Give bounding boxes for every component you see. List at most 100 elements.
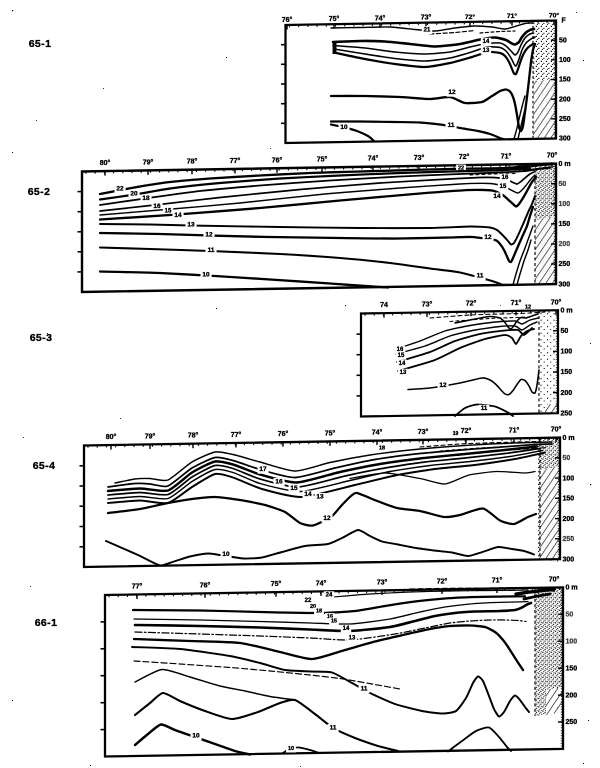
svg-text:15: 15 bbox=[398, 353, 405, 359]
svg-text:14: 14 bbox=[493, 193, 501, 200]
svg-text:200: 200 bbox=[559, 96, 571, 103]
svg-text:16: 16 bbox=[153, 203, 161, 210]
svg-text:70°: 70° bbox=[547, 152, 558, 160]
svg-text:100: 100 bbox=[563, 475, 575, 482]
svg-text:13: 13 bbox=[483, 48, 490, 54]
svg-text:11: 11 bbox=[448, 122, 455, 129]
svg-text:200: 200 bbox=[563, 516, 575, 523]
svg-text:18: 18 bbox=[316, 609, 322, 615]
svg-text:10: 10 bbox=[192, 733, 200, 740]
svg-text:24: 24 bbox=[326, 593, 333, 599]
svg-text:78°: 78° bbox=[187, 158, 198, 166]
svg-text:15: 15 bbox=[165, 209, 172, 215]
svg-text:150: 150 bbox=[559, 77, 571, 84]
svg-text:250: 250 bbox=[566, 719, 578, 726]
svg-text:74°: 74° bbox=[368, 155, 379, 163]
svg-text:300: 300 bbox=[559, 136, 571, 143]
svg-text:0 m: 0 m bbox=[561, 307, 573, 314]
svg-text:300: 300 bbox=[559, 281, 571, 288]
svg-text:71°: 71° bbox=[511, 299, 522, 307]
svg-text:12: 12 bbox=[323, 515, 331, 522]
svg-text:200: 200 bbox=[559, 241, 571, 248]
svg-text:76°: 76° bbox=[272, 156, 283, 164]
svg-text:17: 17 bbox=[259, 466, 267, 473]
svg-text:77°: 77° bbox=[230, 157, 241, 165]
svg-text:22: 22 bbox=[116, 186, 124, 193]
svg-text:20: 20 bbox=[310, 604, 316, 610]
svg-text:74°: 74° bbox=[375, 14, 386, 22]
svg-text:74: 74 bbox=[380, 302, 388, 309]
svg-text:22: 22 bbox=[305, 598, 312, 604]
svg-text:15: 15 bbox=[331, 619, 337, 625]
svg-text:50: 50 bbox=[559, 37, 567, 44]
svg-text:75°: 75° bbox=[271, 580, 282, 588]
svg-text:70°: 70° bbox=[549, 12, 560, 20]
svg-text:66-1: 66-1 bbox=[35, 617, 58, 629]
svg-text:22: 22 bbox=[458, 166, 464, 172]
svg-text:77°: 77° bbox=[132, 583, 143, 591]
svg-text:14: 14 bbox=[343, 626, 350, 632]
svg-text:71°: 71° bbox=[501, 153, 512, 161]
svg-text:20: 20 bbox=[130, 191, 138, 198]
svg-text:74°: 74° bbox=[372, 429, 383, 437]
svg-text:65-3: 65-3 bbox=[30, 332, 53, 344]
svg-text:71°: 71° bbox=[509, 426, 520, 434]
svg-text:50: 50 bbox=[561, 328, 569, 335]
svg-text:11: 11 bbox=[477, 273, 484, 280]
svg-text:13: 13 bbox=[400, 370, 407, 376]
svg-text:10: 10 bbox=[340, 124, 348, 131]
svg-text:12: 12 bbox=[484, 234, 492, 241]
svg-text:72°: 72° bbox=[465, 13, 476, 21]
svg-text:16: 16 bbox=[275, 479, 283, 486]
svg-text:10: 10 bbox=[222, 551, 230, 558]
svg-text:16: 16 bbox=[397, 347, 404, 353]
svg-text:72°: 72° bbox=[461, 427, 472, 435]
svg-text:71°: 71° bbox=[492, 577, 503, 585]
svg-text:73°: 73° bbox=[418, 428, 429, 436]
svg-text:72°: 72° bbox=[459, 153, 470, 161]
svg-text:74°: 74° bbox=[316, 579, 327, 587]
svg-text:18: 18 bbox=[379, 446, 385, 452]
svg-text:73°: 73° bbox=[414, 154, 425, 162]
svg-text:79°: 79° bbox=[143, 158, 154, 166]
svg-text:72°: 72° bbox=[437, 577, 448, 585]
svg-text:200: 200 bbox=[561, 390, 573, 397]
svg-text:75°: 75° bbox=[325, 429, 336, 437]
svg-text:14: 14 bbox=[399, 361, 406, 367]
svg-text:70°: 70° bbox=[551, 426, 562, 434]
svg-text:65-2: 65-2 bbox=[28, 186, 51, 198]
svg-text:50: 50 bbox=[563, 455, 571, 462]
svg-text:10: 10 bbox=[288, 746, 294, 752]
svg-text:73°: 73° bbox=[377, 578, 388, 586]
svg-text:12: 12 bbox=[448, 89, 456, 96]
svg-text:200: 200 bbox=[566, 692, 578, 699]
svg-text:100: 100 bbox=[559, 57, 571, 64]
svg-text:100: 100 bbox=[561, 349, 573, 356]
svg-text:150: 150 bbox=[563, 496, 575, 503]
svg-text:11: 11 bbox=[481, 406, 488, 412]
svg-text:73°: 73° bbox=[422, 300, 433, 308]
svg-text:76°: 76° bbox=[200, 581, 211, 589]
svg-text:250: 250 bbox=[559, 261, 571, 268]
svg-text:79°: 79° bbox=[145, 432, 156, 440]
svg-text:0 m: 0 m bbox=[566, 585, 578, 592]
svg-text:50: 50 bbox=[559, 181, 567, 188]
svg-text:13: 13 bbox=[187, 222, 195, 229]
svg-text:300: 300 bbox=[563, 556, 575, 563]
svg-text:14: 14 bbox=[304, 491, 312, 498]
svg-text:13: 13 bbox=[316, 494, 324, 501]
svg-text:72°: 72° bbox=[466, 300, 477, 308]
svg-text:65-1: 65-1 bbox=[29, 38, 52, 50]
svg-text:12: 12 bbox=[439, 382, 447, 389]
svg-text:150: 150 bbox=[561, 369, 573, 376]
svg-text:250: 250 bbox=[563, 536, 575, 543]
svg-text:80°: 80° bbox=[106, 433, 117, 441]
svg-text:0 m: 0 m bbox=[559, 161, 571, 168]
svg-text:50: 50 bbox=[566, 612, 574, 619]
svg-text:10: 10 bbox=[202, 272, 210, 279]
svg-text:250: 250 bbox=[561, 410, 573, 417]
svg-text:75°: 75° bbox=[329, 15, 340, 23]
svg-text:15: 15 bbox=[290, 485, 298, 492]
svg-text:15: 15 bbox=[500, 184, 507, 190]
svg-text:11: 11 bbox=[361, 686, 368, 693]
